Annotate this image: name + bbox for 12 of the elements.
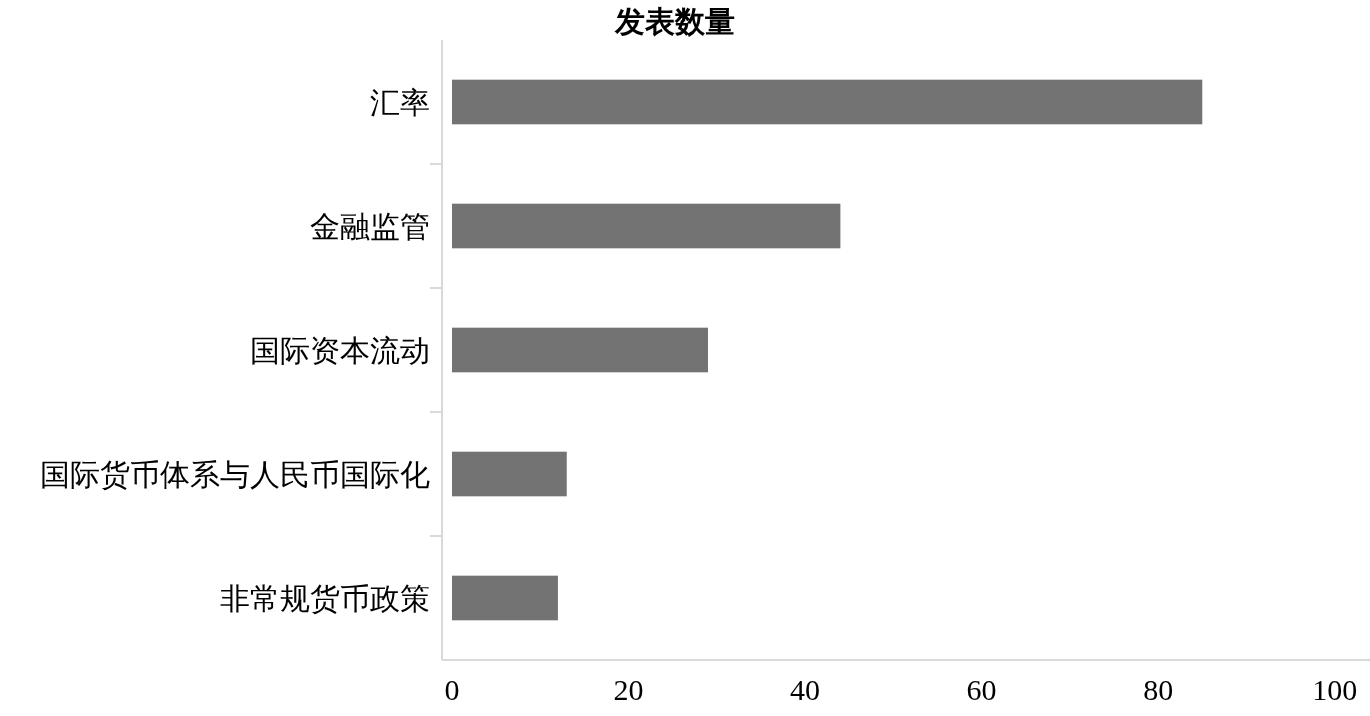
x-tick-label: 40 [790, 673, 821, 706]
x-tick-label: 60 [966, 673, 997, 706]
y-tick-label: 汇率 [370, 85, 430, 119]
x-tick-label: 20 [613, 673, 644, 706]
y-tick-label: 国际货币体系与人民币国际化 [40, 457, 430, 491]
x-tick-label: 80 [1143, 673, 1174, 706]
x-tick-label: 100 [1312, 673, 1358, 706]
x-tick-label: 0 [444, 673, 460, 706]
y-tick-label: 金融监管 [310, 209, 430, 243]
y-tick-label: 非常规货币政策 [220, 581, 430, 615]
chart-title: 发表数量 [614, 5, 735, 38]
y-tick-label: 国际资本流动 [250, 333, 430, 367]
